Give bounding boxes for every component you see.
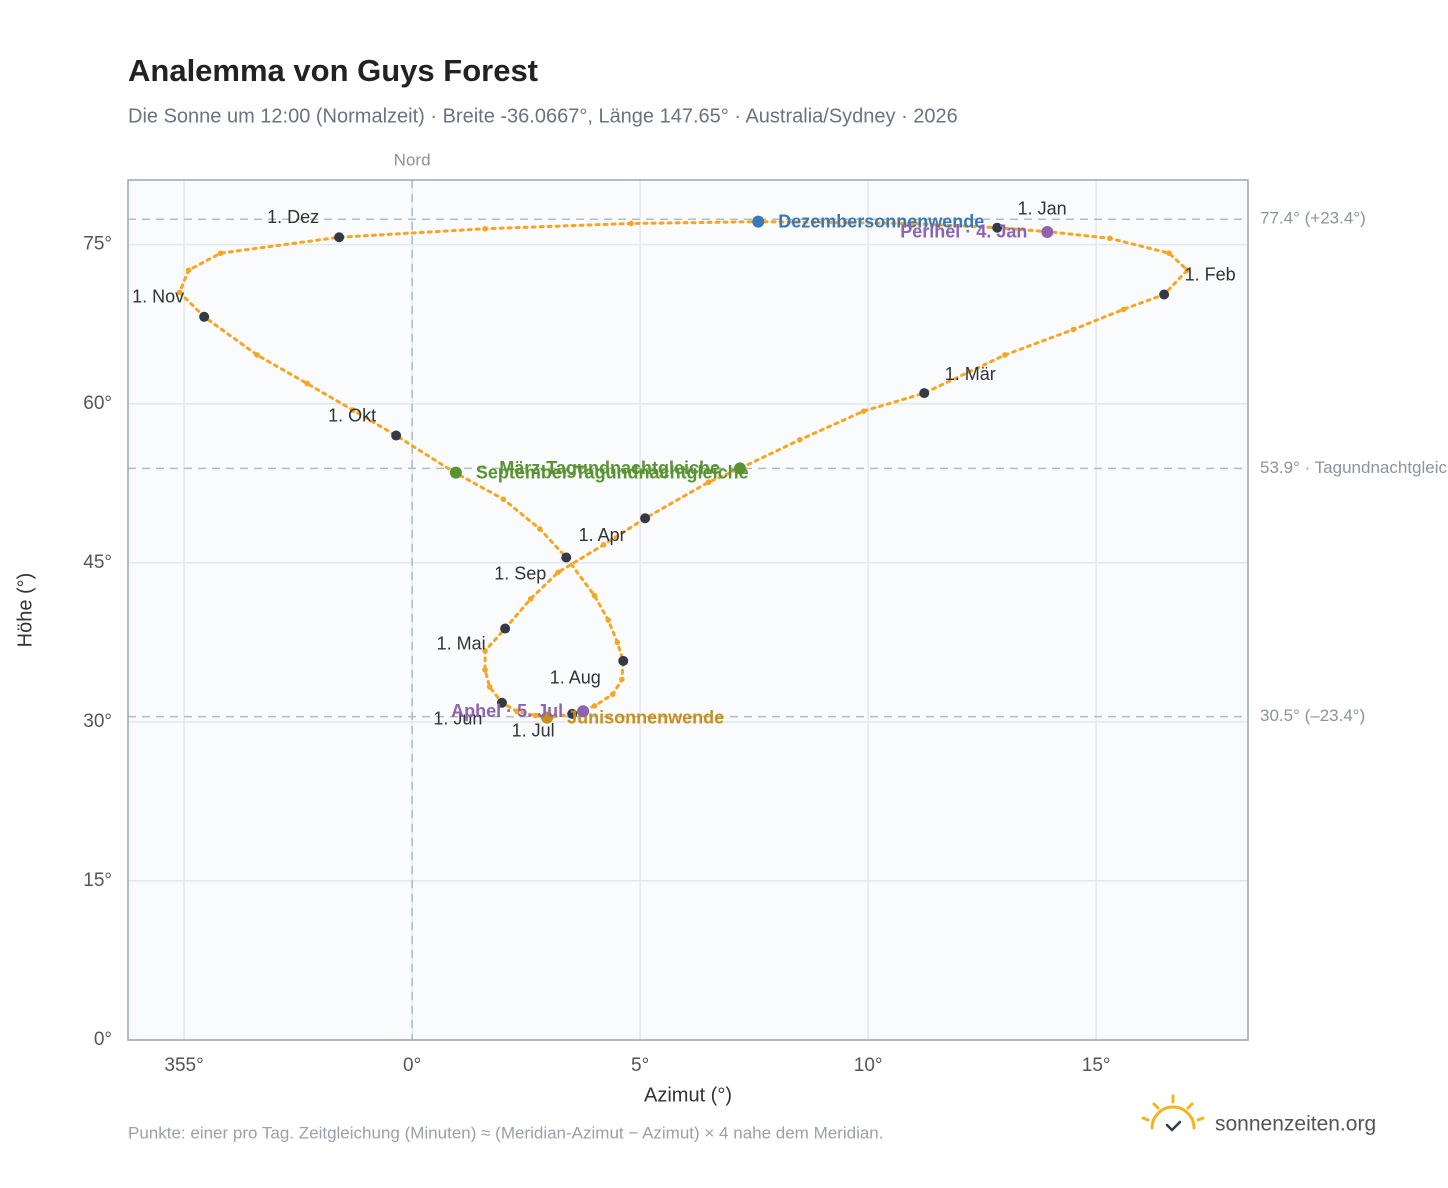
month-point bbox=[1159, 289, 1170, 300]
event-point bbox=[733, 462, 746, 475]
month-label: 1. Apr bbox=[579, 525, 626, 545]
month-point bbox=[567, 708, 578, 719]
plot-border bbox=[127, 179, 1249, 1041]
x-tick-label: 0° bbox=[403, 1055, 421, 1076]
y-tick-label: 45° bbox=[83, 552, 112, 573]
y-tick-label: 60° bbox=[83, 393, 112, 414]
month-point bbox=[391, 430, 402, 441]
reference-label: 30.5° (–23.4°) bbox=[1260, 706, 1365, 725]
month-label: 1. Jun bbox=[433, 709, 482, 729]
event-label: März-Tagundnachtgleiche bbox=[499, 458, 720, 478]
day-point bbox=[532, 712, 539, 719]
month-label: 1. Feb bbox=[1185, 264, 1236, 284]
month-point bbox=[500, 623, 511, 634]
month-label: 1. Jan bbox=[1018, 198, 1067, 218]
chart-subtitle: Die Sonne um 12:00 (Normalzeit) · Breite… bbox=[128, 105, 958, 127]
plot-area bbox=[128, 180, 1248, 1040]
month-point bbox=[992, 222, 1003, 233]
month-point bbox=[496, 697, 507, 708]
day-point bbox=[614, 639, 621, 646]
day-point bbox=[591, 592, 598, 599]
event-point bbox=[541, 711, 554, 724]
x-tick-label: 10° bbox=[854, 1055, 883, 1076]
month-point bbox=[618, 655, 629, 666]
reference-label: 53.9° · Tagundnachtgleiche bbox=[1260, 458, 1448, 477]
day-point bbox=[555, 569, 561, 576]
month-point bbox=[561, 552, 572, 563]
analemma-line bbox=[177, 220, 1190, 720]
day-point bbox=[609, 691, 616, 698]
month-point bbox=[919, 388, 930, 399]
month-label: 1. Aug bbox=[550, 668, 601, 688]
day-point bbox=[628, 220, 634, 227]
day-point bbox=[536, 526, 543, 532]
brand-icon bbox=[1141, 1094, 1205, 1132]
day-point bbox=[482, 667, 488, 673]
day-point bbox=[500, 496, 507, 502]
day-point bbox=[486, 684, 493, 690]
day-point bbox=[254, 352, 260, 358]
day-point bbox=[1002, 352, 1008, 358]
day-point bbox=[591, 703, 598, 709]
day-point bbox=[527, 596, 534, 602]
day-point bbox=[619, 676, 625, 683]
event-point bbox=[752, 215, 765, 228]
day-point bbox=[1166, 250, 1172, 256]
day-point bbox=[482, 648, 488, 654]
event-label: Junisonnenwende bbox=[567, 707, 724, 727]
month-point bbox=[640, 513, 651, 524]
event-point bbox=[577, 705, 590, 718]
day-point bbox=[304, 380, 311, 387]
day-point bbox=[185, 267, 192, 273]
chart-title: Analemma von Guys Forest bbox=[128, 53, 538, 88]
month-label: 1. Mär bbox=[945, 364, 996, 384]
event-label: Dezembersonnenwende bbox=[778, 211, 984, 231]
y-tick-label: 15° bbox=[83, 870, 112, 891]
month-label: 1. Sep bbox=[494, 563, 546, 583]
day-point bbox=[796, 437, 803, 443]
y-axis-label: Höhe (°) bbox=[14, 573, 36, 648]
month-label: 1. Okt bbox=[328, 405, 376, 425]
day-point bbox=[600, 541, 607, 548]
day-point bbox=[217, 250, 224, 256]
day-point bbox=[860, 408, 867, 414]
day-point bbox=[176, 289, 183, 296]
footnote: Punkte: einer pro Tag. Zeitgleichung (Mi… bbox=[128, 1123, 884, 1142]
brand: sonnenzeiten.org bbox=[1215, 1113, 1376, 1136]
x-axis-label: Azimut (°) bbox=[644, 1084, 732, 1106]
day-point bbox=[1107, 235, 1113, 242]
day-point bbox=[605, 617, 611, 623]
meridian-label: Nord bbox=[394, 150, 431, 169]
y-tick-label: 75° bbox=[83, 234, 112, 255]
event-point bbox=[1041, 225, 1054, 238]
day-point bbox=[1070, 326, 1077, 333]
day-point bbox=[705, 479, 712, 486]
day-point bbox=[1120, 306, 1127, 313]
x-tick-label: 15° bbox=[1082, 1055, 1111, 1076]
month-point bbox=[334, 232, 345, 243]
event-label: September-Tagundnachtgleiche bbox=[476, 462, 749, 482]
day-point bbox=[910, 220, 917, 227]
event-label: Perihel · 4. Jan bbox=[900, 222, 1027, 242]
y-tick-label: 0° bbox=[94, 1029, 112, 1050]
day-point bbox=[350, 407, 356, 413]
x-tick-label: 5° bbox=[631, 1055, 649, 1076]
event-point bbox=[449, 466, 462, 479]
month-label: 1. Jul bbox=[512, 721, 555, 741]
plot-layer: 1. Jan 1. Feb 1. Mär 1. Apr 1. Mai 1. Jun 1. J… bbox=[128, 180, 1248, 1041]
day-point bbox=[1184, 267, 1191, 273]
month-point bbox=[199, 311, 210, 322]
month-label: 1. Nov bbox=[132, 287, 184, 307]
month-label: 1. Dez bbox=[267, 207, 319, 227]
reference-label: 77.4° (+23.4°) bbox=[1260, 209, 1366, 228]
day-point bbox=[482, 225, 488, 232]
x-tick-label: 355° bbox=[164, 1055, 203, 1076]
event-label: Aphel · 5. Jul bbox=[451, 701, 563, 721]
month-label: 1. Mai bbox=[437, 633, 486, 653]
day-point bbox=[514, 708, 520, 715]
y-tick-label: 30° bbox=[83, 711, 112, 732]
